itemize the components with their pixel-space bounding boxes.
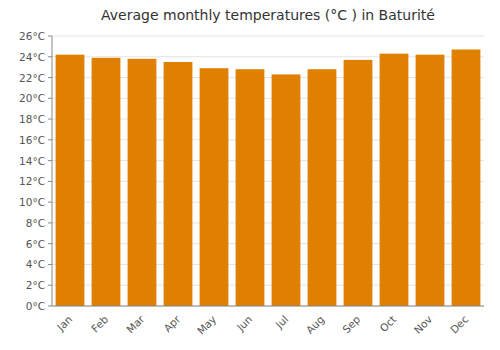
y-tick-label: 10°C [19, 196, 45, 208]
y-tick-label: 16°C [19, 134, 45, 146]
y-tick [48, 77, 52, 78]
x-tick-label: Nov [411, 313, 434, 336]
y-tick [48, 181, 52, 182]
x-tick-label: Mar [124, 312, 147, 335]
y-tick [48, 36, 52, 37]
y-tick-label: 24°C [19, 51, 45, 63]
x-tick-label: Feb [89, 313, 111, 335]
chart-container: Average monthly temperatures (°C ) in Ba… [0, 0, 500, 350]
y-tick [48, 98, 52, 99]
bar [92, 58, 121, 306]
y-tick [48, 119, 52, 120]
y-tick-label: 8°C [26, 217, 45, 229]
y-tick-label: 2°C [26, 279, 45, 291]
y-tick-label: 26°C [19, 30, 45, 42]
title: Average monthly temperatures (°C ) in Ba… [101, 7, 435, 23]
grid-line [52, 306, 484, 307]
bar [452, 50, 481, 307]
y-tick [48, 264, 52, 265]
grid-line [52, 36, 484, 37]
x-tick-label: Dec [448, 313, 471, 336]
x-tick-label: Aug [303, 313, 326, 336]
y-tick [48, 243, 52, 244]
bar [416, 55, 445, 306]
x-tick-label: Apr [161, 312, 183, 334]
y-tick [48, 160, 52, 161]
bar [308, 69, 337, 306]
x-tick-label: Sep [340, 313, 363, 336]
bar [344, 60, 373, 306]
x-tick-label: May [195, 313, 219, 337]
x-tick-label: Oct [377, 313, 398, 334]
y-tick-label: 22°C [19, 72, 45, 84]
bar [56, 55, 85, 306]
bar [272, 74, 301, 306]
y-axis [52, 36, 53, 306]
y-tick [48, 222, 52, 223]
bar [380, 54, 409, 306]
y-tick-label: 12°C [19, 175, 45, 187]
y-tick-label: 14°C [19, 155, 45, 167]
x-tick-label: Jan [54, 313, 75, 334]
x-tick-label: Jul [272, 313, 290, 331]
y-tick [48, 306, 52, 307]
y-tick-label: 20°C [19, 92, 45, 104]
y-tick [48, 56, 52, 57]
bar [236, 69, 265, 306]
y-tick-label: 6°C [26, 238, 45, 250]
x-tick-label: Jun [234, 313, 255, 334]
bar [128, 59, 157, 306]
y-tick-label: 18°C [19, 113, 45, 125]
x-axis [52, 306, 484, 307]
bars [56, 50, 481, 307]
bar [164, 62, 193, 306]
y-tick [48, 285, 52, 286]
bar [200, 68, 229, 306]
y-tick [48, 139, 52, 140]
grid [52, 36, 484, 306]
y-tick [48, 202, 52, 203]
y-tick-label: 4°C [26, 258, 45, 270]
y-tick-label: 0°C [26, 300, 45, 312]
chart: Average monthly temperatures (°C ) in Ba… [0, 0, 500, 350]
